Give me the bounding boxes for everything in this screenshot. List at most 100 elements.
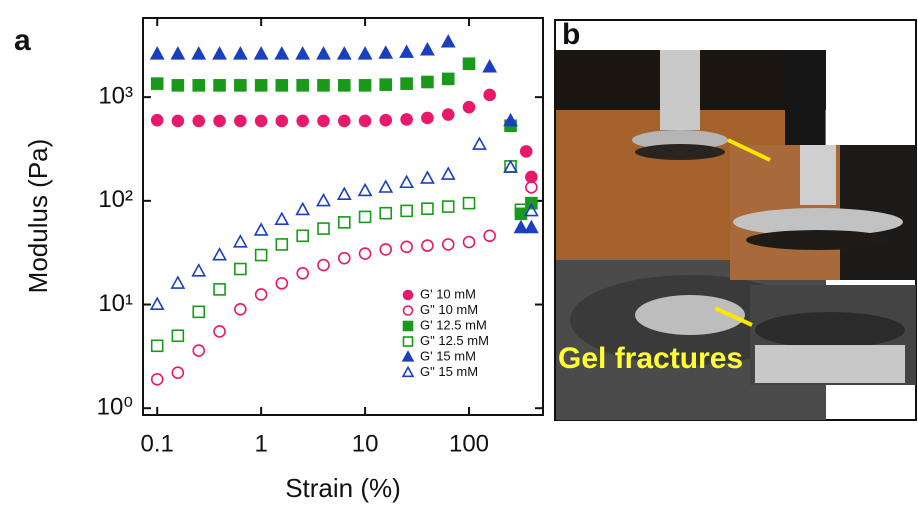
marker xyxy=(421,44,433,55)
marker xyxy=(525,221,537,232)
marker xyxy=(214,115,225,126)
marker xyxy=(401,78,412,89)
marker xyxy=(380,244,391,255)
x-tick-label: 10 xyxy=(352,430,379,457)
marker xyxy=(484,89,495,100)
marker xyxy=(193,80,204,91)
marker xyxy=(380,181,392,192)
marker xyxy=(193,115,204,126)
marker xyxy=(276,213,288,224)
marker xyxy=(521,146,532,157)
marker xyxy=(443,109,454,120)
marker xyxy=(422,240,433,251)
marker xyxy=(152,78,163,89)
marker xyxy=(360,248,371,259)
marker xyxy=(276,80,287,91)
x-tick-label: 0.1 xyxy=(141,430,174,457)
marker xyxy=(317,195,329,206)
panel-label: a xyxy=(14,24,31,57)
marker xyxy=(401,114,412,125)
legend-label: G" 12.5 mM xyxy=(420,333,489,348)
marker xyxy=(276,48,288,59)
marker xyxy=(172,367,183,378)
marker xyxy=(214,249,226,260)
marker xyxy=(214,80,225,91)
marker xyxy=(317,48,329,59)
marker xyxy=(380,79,391,90)
legend-label: G" 10 mM xyxy=(420,302,478,317)
marker xyxy=(338,188,350,199)
marker xyxy=(235,304,246,315)
marker xyxy=(235,264,246,275)
marker xyxy=(380,115,391,126)
photo-caption: Gel fractures xyxy=(558,342,743,375)
x-tick-label: 1 xyxy=(254,430,267,457)
marker xyxy=(193,345,204,356)
marker xyxy=(297,115,308,126)
marker xyxy=(256,115,267,126)
marker xyxy=(443,73,454,84)
x-axis-title: Strain (%) xyxy=(285,473,401,503)
marker xyxy=(464,237,475,248)
legend-marker xyxy=(403,352,413,361)
marker xyxy=(360,80,371,91)
marker xyxy=(380,47,392,58)
marker xyxy=(464,58,475,69)
marker xyxy=(193,265,205,276)
marker xyxy=(214,48,226,59)
marker xyxy=(235,115,246,126)
marker xyxy=(401,176,413,187)
panel-label: b xyxy=(562,18,580,51)
marker xyxy=(297,203,309,214)
legend-marker xyxy=(404,322,413,331)
y-tick-label: 10⁰ xyxy=(97,394,133,421)
marker xyxy=(526,171,537,182)
y-tick-label: 10² xyxy=(98,186,133,213)
y-axis-title: Modulus (Pa) xyxy=(23,139,53,294)
y-tick-label: 10¹ xyxy=(98,290,133,317)
marker xyxy=(235,80,246,91)
marker xyxy=(443,239,454,250)
marker xyxy=(339,217,350,228)
marker xyxy=(505,161,517,172)
marker xyxy=(297,80,308,91)
marker xyxy=(464,198,475,209)
marker xyxy=(193,48,205,59)
legend-marker xyxy=(403,367,413,376)
marker xyxy=(214,326,225,337)
marker xyxy=(359,184,371,195)
marker xyxy=(152,115,163,126)
figure: a Modulus (Pa) Strain (%) b Gel fracture… xyxy=(0,0,918,504)
marker xyxy=(484,61,496,72)
marker xyxy=(422,112,433,123)
marker xyxy=(360,211,371,222)
marker xyxy=(422,77,433,88)
marker xyxy=(318,260,329,271)
marker xyxy=(401,46,413,57)
marker xyxy=(473,138,485,149)
marker xyxy=(421,172,433,183)
marker xyxy=(297,48,309,59)
marker xyxy=(151,298,163,309)
marker xyxy=(339,80,350,91)
marker xyxy=(515,221,527,232)
marker xyxy=(443,201,454,212)
marker xyxy=(255,224,267,235)
marker xyxy=(401,205,412,216)
marker xyxy=(318,115,329,126)
marker xyxy=(338,48,350,59)
marker xyxy=(318,80,329,91)
marker xyxy=(256,80,267,91)
marker xyxy=(193,306,204,317)
legend-marker xyxy=(404,306,413,315)
legend-label: G" 15 mM xyxy=(420,364,478,379)
legend-marker xyxy=(404,291,413,300)
marker xyxy=(422,203,433,214)
legend-label: G' 15 mM xyxy=(420,348,476,363)
marker xyxy=(172,330,183,341)
marker xyxy=(360,115,371,126)
marker xyxy=(484,230,495,241)
marker xyxy=(380,208,391,219)
legend-label: G' 12.5 mM xyxy=(420,317,487,332)
marker xyxy=(256,250,267,261)
